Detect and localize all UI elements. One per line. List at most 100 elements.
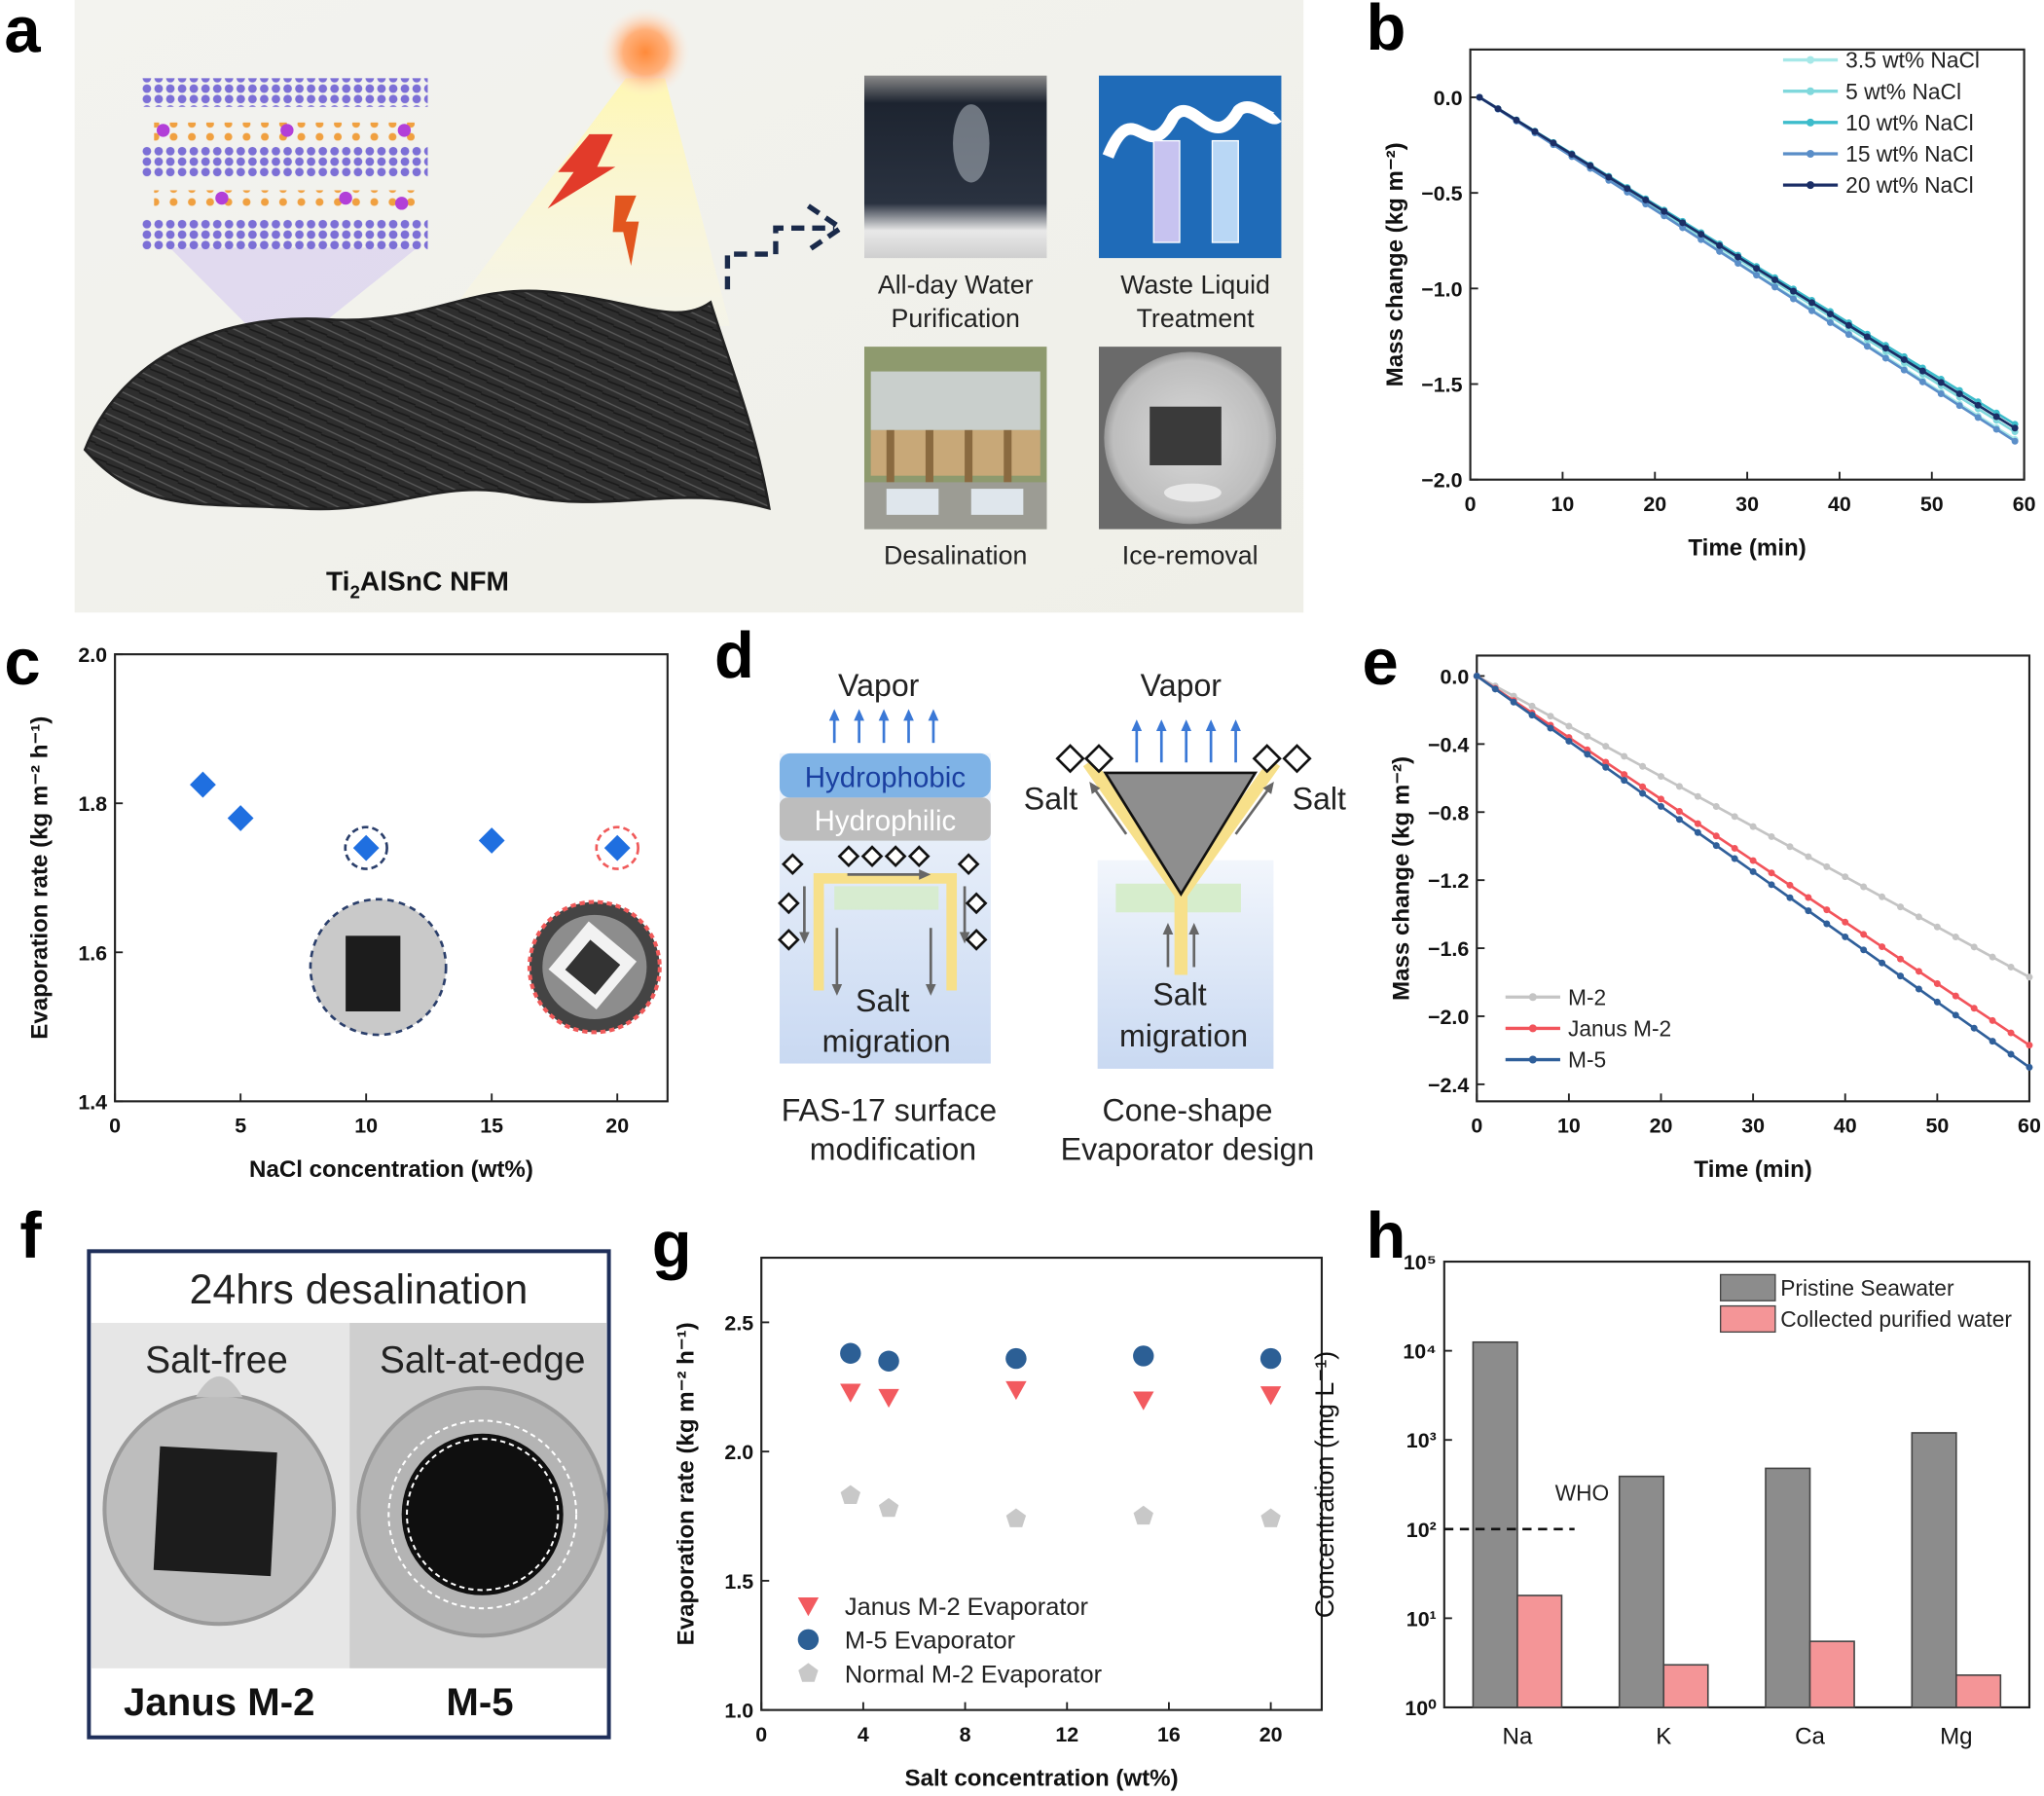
data-point xyxy=(1915,913,1922,921)
data-point xyxy=(1584,732,1591,740)
inset-photo-salt-edge xyxy=(527,899,662,1035)
hydrophobic-layer xyxy=(779,752,991,798)
bar-Ca-purified xyxy=(1808,1640,1855,1708)
m5-sample xyxy=(401,1433,564,1595)
data-point xyxy=(1658,802,1664,810)
legend-label: 5 wt% NaCl xyxy=(1845,79,1961,104)
x-axis-label: Time (min) xyxy=(1688,534,1806,561)
data-point xyxy=(1900,366,1908,374)
sample-label-janus: Janus M-2 xyxy=(124,1680,314,1724)
salt-migration-arrows xyxy=(799,869,970,996)
x-axis-label: NaCl concentration (wt%) xyxy=(249,1156,533,1183)
data-point xyxy=(1823,906,1831,914)
data-point xyxy=(1712,803,1720,810)
data-point xyxy=(1753,265,1761,273)
y-tick-label: 1.8 xyxy=(78,792,107,816)
y-tick-label: 10⁰ xyxy=(1405,1697,1437,1720)
data-point xyxy=(1826,311,1834,318)
y-tick-label: −2.4 xyxy=(1428,1074,1469,1097)
data-point xyxy=(878,1388,899,1409)
data-point xyxy=(1749,867,1757,875)
legend-marker xyxy=(797,1629,820,1651)
plot-frame xyxy=(760,1256,1324,1711)
legend-swatch xyxy=(1719,1273,1776,1301)
data-point xyxy=(1712,842,1720,850)
panel-label-h: h xyxy=(1366,1199,1405,1272)
photo-desalination xyxy=(863,347,1047,530)
data-point xyxy=(1621,752,1628,760)
y-axis-label: Evaporation rate (kg m⁻² h⁻¹) xyxy=(27,716,54,1040)
data-point xyxy=(1734,253,1742,261)
data-point xyxy=(1842,918,1849,926)
arrow-icon xyxy=(724,203,846,290)
data-point xyxy=(878,1497,899,1518)
x-tick-label: 40 xyxy=(1834,1115,1857,1138)
bar-K-pristine xyxy=(1618,1475,1665,1708)
data-point xyxy=(1675,816,1683,824)
data-point xyxy=(1768,881,1775,889)
data-point xyxy=(1602,763,1610,771)
data-point xyxy=(1826,318,1834,326)
y-tick-label: 10⁴ xyxy=(1403,1340,1436,1364)
caption-water-purification-1: All-day Water xyxy=(878,270,1034,299)
data-point xyxy=(1642,196,1650,203)
caption-waste-liquid-1: Waste Liquid xyxy=(1120,270,1270,299)
hydrophobic-label: Hydrophobic xyxy=(805,762,966,794)
data-point xyxy=(1992,413,2000,421)
data-point xyxy=(1897,972,1904,980)
legend-label: Janus M-2 xyxy=(1568,1015,1671,1041)
legend-label: M-5 xyxy=(1568,1047,1606,1073)
legend-label: 3.5 wt% NaCl xyxy=(1845,48,1980,73)
data-point xyxy=(1768,869,1775,877)
data-point xyxy=(1881,354,1889,362)
data-point xyxy=(1712,832,1720,840)
light-beam xyxy=(430,78,731,340)
x-tick-label: 30 xyxy=(1741,1115,1765,1138)
data-point xyxy=(1749,823,1757,830)
data-point xyxy=(1605,173,1613,181)
hydrophilic-label: Hydrophilic xyxy=(815,805,957,837)
x-tick-label: Ca xyxy=(1795,1723,1825,1749)
data-point xyxy=(1915,985,1922,993)
y-tick-label: 0.0 xyxy=(1434,87,1463,110)
data-point xyxy=(1694,792,1701,800)
vapor-arrows xyxy=(1131,719,1241,763)
caption-waste-liquid-2: Treatment xyxy=(1137,304,1256,333)
y-tick-label: −1.5 xyxy=(1421,374,1462,397)
data-point xyxy=(1844,331,1852,339)
y-tick-label: 0.0 xyxy=(1440,665,1469,688)
data-point xyxy=(1952,934,1959,941)
caption-cone-2: Evaporator design xyxy=(1061,1132,1315,1167)
data-point xyxy=(2007,1029,2015,1037)
y-tick-label: −1.6 xyxy=(1428,937,1469,961)
data-point xyxy=(1863,333,1871,341)
bar-Mg-pristine xyxy=(1911,1432,1957,1708)
x-axis-label: Salt concentration (wt%) xyxy=(905,1765,1179,1791)
data-point xyxy=(1661,207,1668,215)
x-tick-label: 0 xyxy=(109,1115,121,1138)
data-point xyxy=(840,1342,861,1364)
data-point xyxy=(1771,283,1779,291)
x-tick-label: 4 xyxy=(858,1723,869,1746)
data-point xyxy=(1881,345,1889,352)
data-point xyxy=(1621,771,1628,779)
panel-label-b: b xyxy=(1366,0,1405,64)
x-tick-label: 20 xyxy=(1259,1723,1283,1746)
legend-marker xyxy=(1807,87,1815,95)
data-point xyxy=(1970,1024,1978,1032)
x-tick-label: 0 xyxy=(1465,493,1477,516)
data-point xyxy=(1697,231,1705,238)
legend-marker xyxy=(1807,55,1815,64)
data-point xyxy=(1639,789,1647,797)
salt-migration-label-right-1: Salt xyxy=(1152,976,1206,1011)
data-point xyxy=(1658,773,1664,781)
legend-label: M-2 xyxy=(1568,984,1606,1009)
data-point xyxy=(1989,953,1996,961)
data-point xyxy=(2011,424,2019,432)
bar-Na-purified xyxy=(1516,1594,1563,1708)
x-tick-label: 10 xyxy=(354,1115,378,1138)
data-point xyxy=(1805,853,1812,861)
data-point xyxy=(1790,287,1797,295)
data-point xyxy=(1716,241,1724,249)
y-tick-label: 1.4 xyxy=(78,1090,107,1114)
